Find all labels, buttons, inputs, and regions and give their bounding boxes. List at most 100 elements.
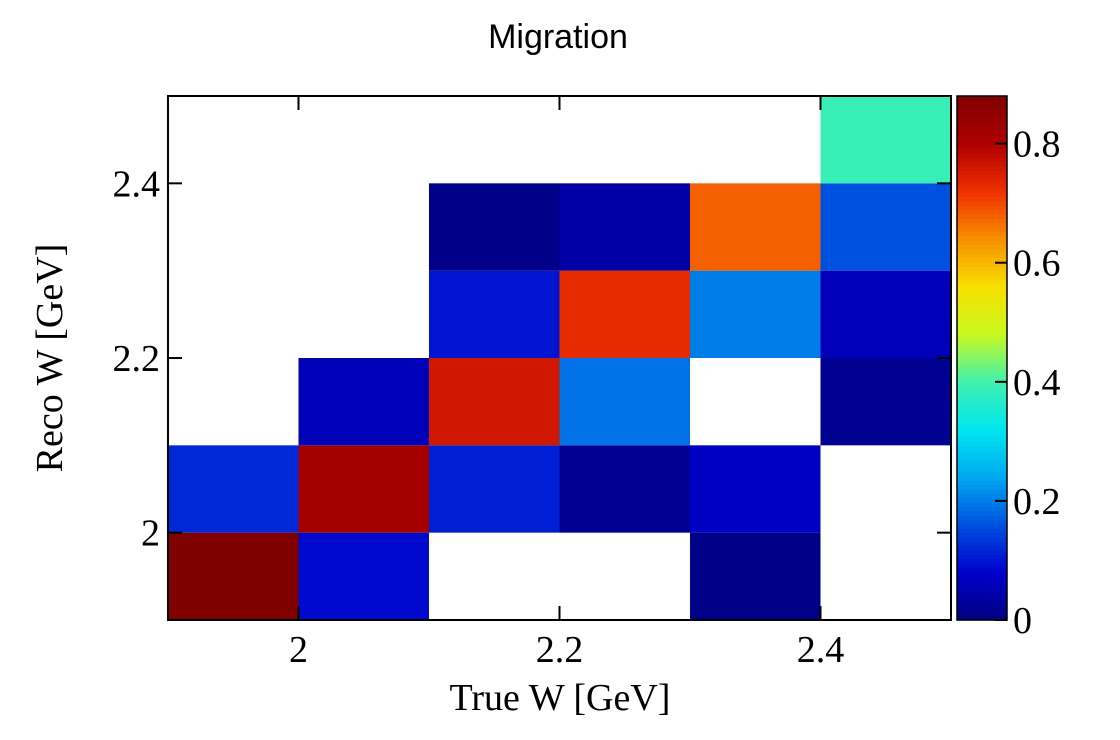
colorbar-segment [957,449,1007,455]
colorbar-segment [957,541,1007,547]
colorbar-segment [957,366,1007,372]
colorbar-segment [957,152,1007,158]
colorbar-segment [957,187,1007,193]
colorbar-segment [957,227,1007,232]
heatmap-cell [559,183,690,271]
colorbar-segment [957,563,1007,569]
colorbar-segment [957,244,1007,250]
colorbar-segment [957,222,1007,228]
heatmap-cell [690,532,821,620]
colorbar-segment [957,598,1007,604]
colorbar-segment [957,462,1007,468]
colorbar-segment [957,104,1007,110]
colorbar-segment [957,331,1007,337]
colorbar-segment [957,458,1007,464]
colorbar-segment [957,510,1007,516]
colorbar-segment [957,554,1007,560]
colorbar-segment [957,537,1007,542]
colorbar-segment [957,139,1007,145]
y-axis-label: Reco W [GeV] [29,244,71,473]
colorbar-segment [957,192,1007,198]
colorbar-segment [957,296,1007,302]
x-tick-label: 2 [289,629,308,671]
colorbar-segment [957,432,1007,438]
colorbar-segment [957,318,1007,324]
colorbar-segment [957,135,1007,141]
colorbar-segment [957,279,1007,285]
colorbar-segment [957,196,1007,202]
colorbar-segment [957,113,1007,119]
colorbar-segment [957,288,1007,294]
axis-ticks: 2 2.2 2.4 2 2.2 2.4 [113,96,951,671]
heatmap-cell [298,358,429,446]
colorbar-segment [957,406,1007,411]
colorbar-segment [957,489,1007,494]
colorbar-segment [957,467,1007,473]
colorbar-segment [957,305,1007,311]
y-tick-label: 2 [141,513,160,555]
colorbar-segment [957,493,1007,499]
colorbar-segment [957,454,1007,460]
colorbar-segment [957,410,1007,416]
colorbar-segment [957,519,1007,525]
heatmap-cell [429,183,560,271]
colorbar-segment [957,580,1007,586]
colorbar-segment [957,327,1007,333]
colorbar-segment [957,270,1007,276]
heatmap-cell [559,445,690,533]
colorbar-segment [957,576,1007,582]
colorbar-segment [957,340,1007,346]
colorbar-segment [957,209,1007,215]
heatmap-cell [820,358,951,446]
colorbar-segment [957,213,1007,219]
colorbar-segment [957,283,1007,289]
heatmap-cell [690,183,821,271]
colorbar-segment [957,183,1007,189]
colorbar-segment [957,122,1007,128]
colorbar-segment [957,440,1007,446]
colorbar-frame [956,95,1008,621]
colorbar-segment [957,371,1007,377]
colorbar-segment [957,550,1007,556]
colorbar-segment [957,200,1007,206]
heatmap-cell [298,532,429,620]
colorbar-segment [957,545,1007,551]
heatmap-cell [298,445,429,533]
colorbar-segment [957,235,1007,241]
colorbar-segment [957,484,1007,490]
colorbar-tick-label: 0 [1013,600,1032,642]
colorbar-segment [957,358,1007,363]
colorbar-segment [957,558,1007,564]
colorbar-segment [957,589,1007,595]
heatmap-cell [820,96,951,184]
colorbar-segment [957,126,1007,132]
colorbar-segment [957,523,1007,529]
colorbar-segment [957,144,1007,149]
colorbar-segment [957,384,1007,390]
colorbar-segment [957,170,1007,176]
heatmap-cell [429,445,560,533]
colorbar-segment [957,178,1007,184]
colorbar-segment [957,528,1007,534]
colorbar-segment [957,423,1007,429]
colorbar-segment [957,314,1007,320]
colorbar-segment [957,323,1007,329]
colorbar-segment [957,611,1007,617]
colorbar-tick-label: 0.8 [1013,124,1061,166]
colorbar-segment [957,419,1007,425]
colorbar-segment [957,257,1007,263]
colorbar-segment [957,375,1007,381]
colorbar-tick-label: 0.4 [1013,362,1061,404]
heatmap-cell [820,183,951,271]
heatmap-cell [690,270,821,358]
colorbar-segment [957,157,1007,163]
colorbar-segment [957,497,1007,503]
heatmap-cell [168,445,299,533]
colorbar-segment [957,349,1007,355]
colorbar-segment [957,506,1007,512]
colorbar-segment [957,427,1007,433]
colorbar-segment [957,231,1007,237]
colorbar-segment [957,266,1007,272]
colorbar-segment [957,117,1007,123]
colorbar-segment [957,475,1007,481]
